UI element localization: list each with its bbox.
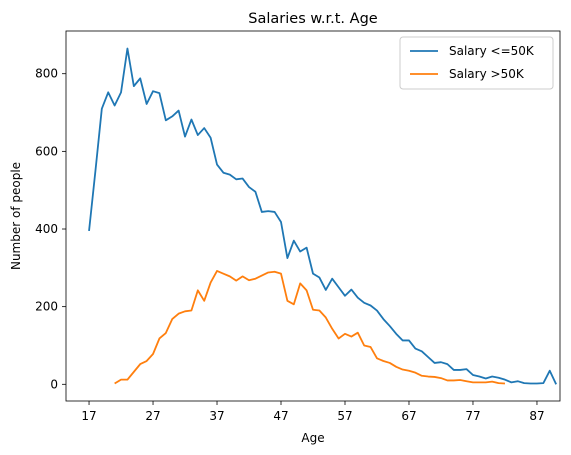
y-axis: 0 200 400 600 800	[35, 67, 66, 391]
x-tick-label: 37	[209, 409, 224, 423]
y-axis-label: Number of people	[9, 162, 23, 270]
x-tick-label: 27	[145, 409, 160, 423]
x-tick-label: 67	[401, 409, 416, 423]
x-axis-label: Age	[301, 431, 324, 445]
x-tick-label: 87	[529, 409, 544, 423]
plot-frame	[65, 30, 561, 402]
y-tick-label: 600	[35, 144, 58, 158]
series-line-1	[115, 271, 518, 384]
series-line-0	[88, 47, 557, 385]
x-tick-label: 47	[273, 409, 288, 423]
plot-lines	[88, 47, 557, 385]
x-tick-label: 17	[81, 409, 96, 423]
y-tick-label: 200	[35, 300, 58, 314]
legend-label-salary-high: Salary >50K	[449, 67, 525, 81]
legend-label-salary-low: Salary <=50K	[449, 44, 535, 58]
y-tick-label: 800	[35, 67, 58, 81]
x-tick-label: 77	[465, 409, 480, 423]
y-tick-label: 0	[50, 377, 58, 391]
chart-title: Salaries w.r.t. Age	[248, 11, 377, 27]
legend-box	[399, 36, 554, 90]
x-axis: 17 27 37 47 57 67 77 87	[81, 401, 545, 423]
y-tick-label: 400	[35, 222, 58, 236]
x-tick-label: 57	[337, 409, 352, 423]
legend: Salary <=50K Salary >50K	[399, 36, 554, 90]
